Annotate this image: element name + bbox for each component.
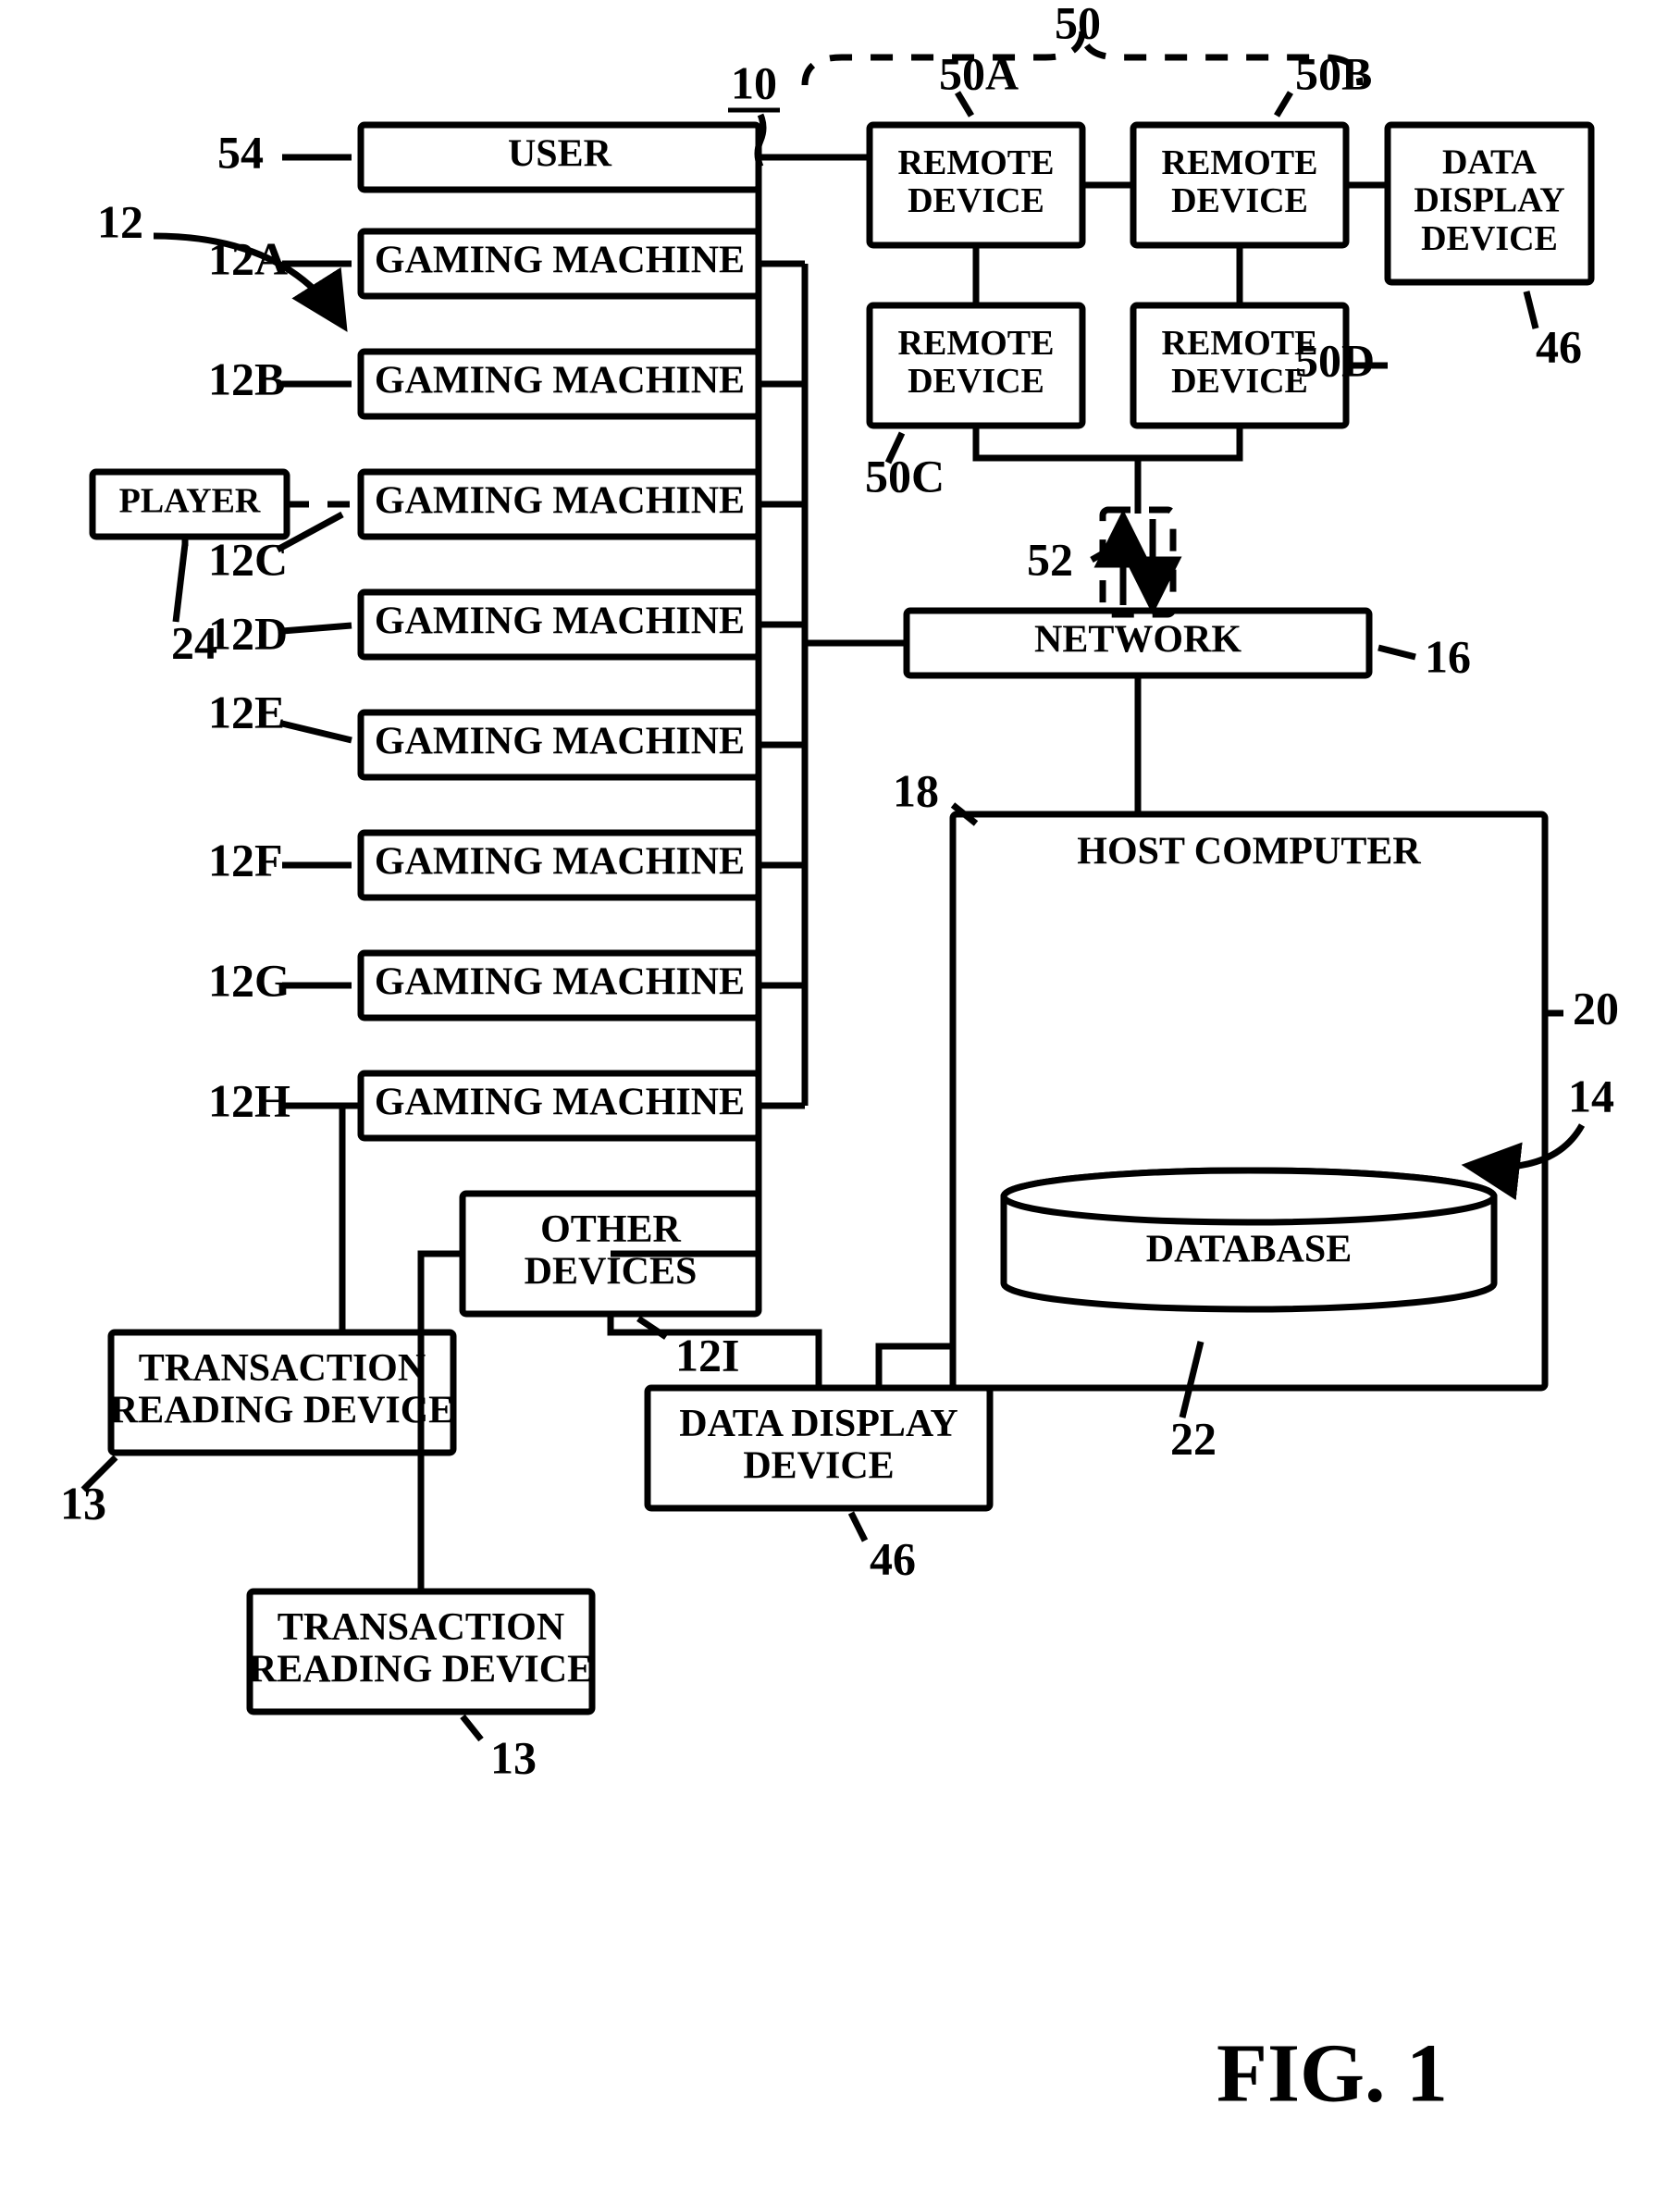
ref-52: 52 <box>1027 533 1073 585</box>
ddd_r-ref: 46 <box>1536 320 1582 372</box>
ddd_l-label: DATA DISPLAY <box>679 1403 957 1445</box>
ddd_r-label: DISPLAY <box>1414 181 1564 220</box>
ref-14: 14 <box>1568 1070 1614 1121</box>
rd_b-label: DEVICE <box>1171 181 1308 220</box>
gm_d-ref: 12D <box>208 607 288 659</box>
rd_c-ref: 50C <box>865 450 945 501</box>
gm_g-ref: 12G <box>208 954 290 1006</box>
gm_h-label: GAMING MACHINE <box>375 1082 745 1124</box>
ddd_r-label: DEVICE <box>1421 219 1558 258</box>
rd_c-label: DEVICE <box>908 362 1044 401</box>
gm_f-ref: 12F <box>208 834 283 885</box>
ddd_l-label: DEVICE <box>743 1444 894 1487</box>
trd1-label: READING DEVICE <box>110 1389 454 1431</box>
gm_d-label: GAMING MACHINE <box>375 601 745 643</box>
other-ref: 12I <box>675 1329 739 1381</box>
trd1-label: TRANSACTION <box>139 1347 426 1390</box>
gm_a-label: GAMING MACHINE <box>375 240 745 282</box>
gm_b-ref: 12B <box>208 353 285 404</box>
gm_h-ref: 12H <box>208 1074 290 1126</box>
database-ref: 22 <box>1170 1412 1217 1464</box>
rd_a-label: DEVICE <box>908 181 1044 220</box>
user-ref: 54 <box>217 126 264 178</box>
database-label: DATABASE <box>1146 1229 1353 1271</box>
ddd_l-ref: 46 <box>870 1532 916 1584</box>
rd_c-label: REMOTE <box>898 324 1055 363</box>
trd1-ref: 13 <box>60 1477 106 1529</box>
ddd_r-label: DATA <box>1442 143 1538 182</box>
rd_b-label: REMOTE <box>1162 143 1318 182</box>
gm_g-label: GAMING MACHINE <box>375 961 745 1004</box>
rd_d-label: DEVICE <box>1171 362 1308 401</box>
trd2-ref: 13 <box>490 1731 537 1783</box>
network-ref: 16 <box>1425 630 1471 682</box>
player-ref: 24 <box>171 616 217 668</box>
figure-1-diagram: USER54GAMING MACHINE12AGAMING MACHINE12B… <box>0 0 1680 2204</box>
host-ref: 18 <box>893 764 939 816</box>
gm_e-ref: 12E <box>208 686 285 737</box>
ref-10: 10 <box>731 56 777 108</box>
other-label: OTHER <box>540 1208 681 1251</box>
gm_c-label: GAMING MACHINE <box>375 480 745 523</box>
cpa-ref: 20 <box>1573 982 1619 1034</box>
figure-title: FIG. 1 <box>1217 2028 1448 2120</box>
rd_d-ref: 50D <box>1295 334 1375 386</box>
gm_f-label: GAMING MACHINE <box>375 841 745 884</box>
gm_b-label: GAMING MACHINE <box>375 360 745 402</box>
trd2-label: TRANSACTION <box>278 1606 564 1649</box>
user-label: USER <box>508 133 612 176</box>
ref-12: 12 <box>97 195 143 247</box>
gm_c-ref: 12C <box>208 533 288 585</box>
trd2-label: READING DEVICE <box>249 1648 593 1690</box>
player-label: PLAYER <box>119 482 261 521</box>
rd_a-label: REMOTE <box>898 143 1055 182</box>
host-computer-label: HOST COMPUTER <box>1077 831 1421 873</box>
network-label: NETWORK <box>1034 619 1241 662</box>
gm_e-label: GAMING MACHINE <box>375 721 745 763</box>
